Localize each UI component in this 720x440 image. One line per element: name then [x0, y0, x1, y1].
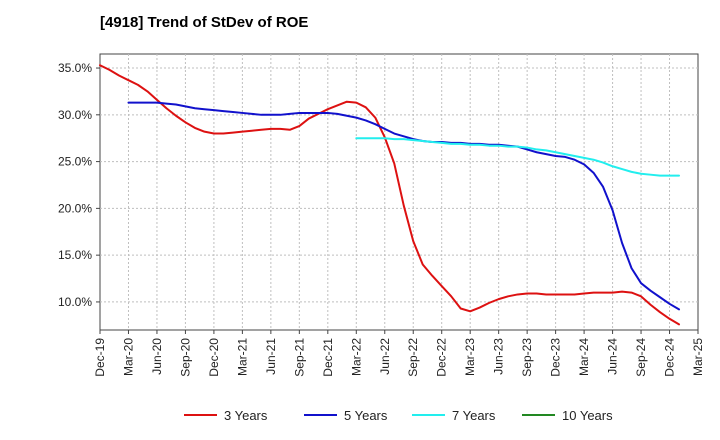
y-tick-label: 25.0%: [58, 155, 92, 169]
x-tick-label: Dec-22: [435, 338, 449, 377]
plot-border: [99, 53, 699, 331]
y-tick-label: 20.0%: [58, 201, 92, 215]
y-axis: 10.0% 15.0% 20.0% 25.0% 30.0% 35.0%: [58, 61, 100, 309]
gridlines: [100, 54, 698, 330]
legend-label: 5 Years: [344, 408, 388, 423]
x-tick-label: Jun-21: [264, 338, 278, 375]
legend-label: 3 Years: [224, 408, 268, 423]
legend-label: 7 Years: [452, 408, 496, 423]
x-tick-label: Sep-21: [292, 338, 306, 377]
x-tick-label: Mar-24: [577, 338, 591, 376]
x-tick-label: Dec-23: [549, 338, 563, 377]
x-tick-label: Mar-25: [691, 338, 705, 376]
x-tick-label: Sep-23: [520, 338, 534, 377]
x-tick-label: Sep-22: [406, 338, 420, 377]
x-tick-label: Dec-20: [207, 338, 221, 377]
plot-area: [99, 53, 699, 331]
x-tick-label: Dec-21: [321, 338, 335, 377]
x-tick-label: Mar-22: [349, 338, 363, 376]
x-tick-label: Mar-23: [463, 338, 477, 376]
series-layer: [99, 64, 681, 326]
x-tick-label: Dec-24: [663, 338, 677, 377]
y-tick-label: 15.0%: [58, 248, 92, 262]
y-tick-label: 10.0%: [58, 295, 92, 309]
x-tick-label: Dec-19: [93, 338, 107, 377]
x-tick-label: Jun-20: [150, 338, 164, 375]
x-tick-label: Jun-22: [378, 338, 392, 375]
x-tick-label: Sep-20: [178, 338, 192, 377]
chart-title: [4918] Trend of StDev of ROE: [100, 14, 308, 31]
y-tick-label: 30.0%: [58, 108, 92, 122]
x-axis: Dec-19 Mar-20 Jun-20 Sep-20 Dec-20 Mar-21 Jun-…: [93, 330, 705, 377]
series-line-5-years: [127, 101, 681, 311]
legend-label: 10 Years: [562, 408, 613, 423]
x-tick-label: Sep-24: [634, 338, 648, 377]
x-tick-label: Mar-20: [121, 338, 135, 376]
series-line-7-years: [355, 137, 681, 177]
x-tick-label: Jun-24: [606, 338, 620, 375]
x-tick-label: Jun-23: [492, 338, 506, 375]
x-tick-label: Mar-21: [235, 338, 249, 376]
y-tick-label: 35.0%: [58, 61, 92, 75]
legend: 3 Years 5 Years 7 Years 10 Years: [184, 408, 613, 423]
series-line-3-years: [99, 64, 681, 326]
